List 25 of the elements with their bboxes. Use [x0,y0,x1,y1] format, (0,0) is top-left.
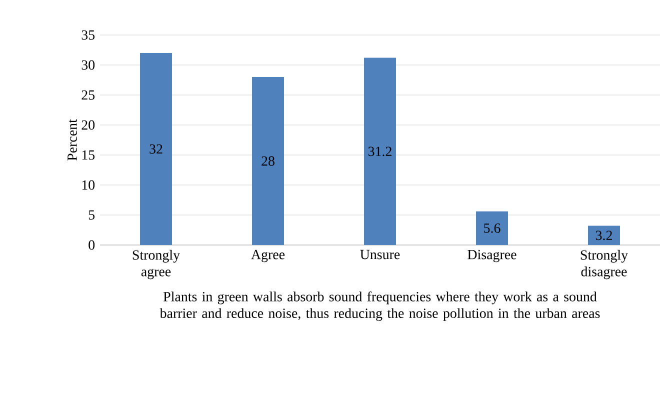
bar [364,58,396,245]
data-label: 32 [150,144,162,154]
y-tick-label: 0 [88,240,95,250]
x-tick-label: Unsure [360,250,400,260]
data-label: 3.2 [596,230,612,240]
y-axis-title: Percent [68,119,77,161]
x-axis-title: Plants in green walls absorb sound frequencies where they work as a sound barrier and reduce noise, thus reducing the noise pollution in the urban areas [160,291,600,321]
bar [588,226,620,245]
x-tick-label: Strongly agree [132,250,180,280]
y-tick-label: 10 [82,180,95,190]
x-tick-label: Disagree [468,250,516,262]
y-tick-label: 5 [88,210,95,220]
data-label: 5.6 [484,223,500,233]
y-tick-label: 15 [82,150,95,160]
data-label: 31.2 [368,146,392,156]
y-tick-label: 35 [82,30,95,40]
bar [252,77,284,245]
y-tick-label: 20 [82,120,95,130]
bar [140,53,172,245]
x-tick-label: Strongly disagree [580,250,628,280]
y-tick-label: 25 [82,90,95,100]
y-tick-label: 30 [82,60,95,70]
x-tick-label: Agree [251,250,285,262]
bar [476,211,508,245]
data-label: 28 [262,156,274,166]
